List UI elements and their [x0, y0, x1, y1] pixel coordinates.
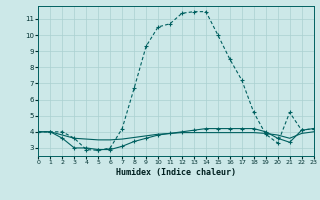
X-axis label: Humidex (Indice chaleur): Humidex (Indice chaleur) [116, 168, 236, 177]
